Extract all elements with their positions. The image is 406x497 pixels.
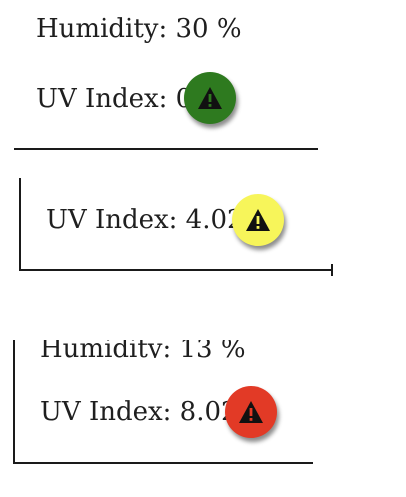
humidity-text: Humidity: 30 % [36, 14, 242, 44]
uv-warning-badge-red [225, 386, 277, 438]
card-border-bottom [13, 462, 313, 464]
card-border-left [19, 178, 21, 271]
card-border-corner [331, 264, 333, 276]
uv-index-text: UV Index: 4.02 [46, 205, 244, 235]
card-divider [14, 148, 318, 150]
card-border-bottom [19, 269, 333, 271]
weather-card-2: UV Index: 4.02 [19, 178, 337, 278]
weather-card-1: Humidity: 30 % UV Index: 0 [0, 0, 330, 152]
humidity-clip: Humidity: 30 % [0, 0, 330, 44]
uv-warning-badge-yellow [232, 194, 284, 246]
uv-index-text: UV Index: 0 [36, 84, 193, 114]
uv-index-text: UV Index: 8.02 [40, 397, 238, 427]
humidity-text: Humidity: 13 % [40, 340, 246, 358]
card-border-left [13, 340, 15, 464]
weather-card-3: Humidity: 13 % UV Index: 8.02 [13, 340, 323, 468]
warning-triangle-icon [239, 401, 263, 423]
warning-triangle-icon [246, 209, 270, 231]
humidity-clip: Humidity: 13 % [13, 340, 323, 358]
uv-warning-badge-green [184, 72, 236, 124]
warning-triangle-icon [198, 87, 222, 109]
